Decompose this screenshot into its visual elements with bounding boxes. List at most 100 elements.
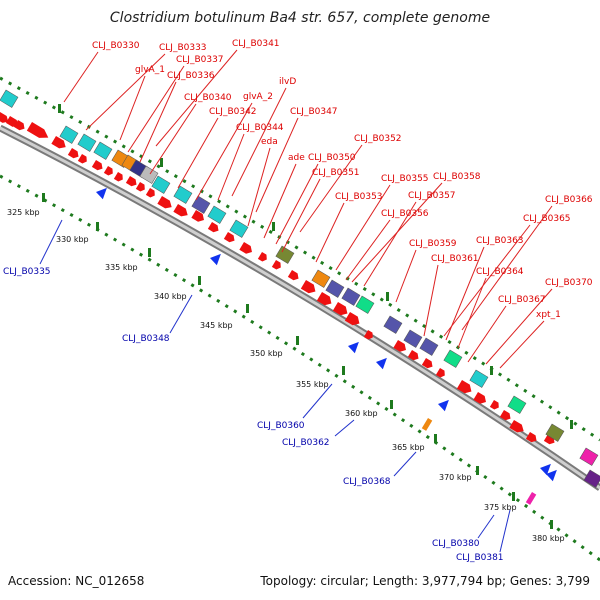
- leader-line: [461, 205, 553, 331]
- feature-box: [151, 175, 171, 194]
- leader-line: [247, 147, 271, 227]
- reverse-gene-arrow: [546, 469, 557, 482]
- gene-label[interactable]: eda: [261, 137, 278, 147]
- gene-label[interactable]: CLJ_B0364: [476, 267, 524, 277]
- reverse-gene-arrow: [376, 357, 387, 370]
- gene-label[interactable]: glvA_1: [135, 65, 165, 75]
- reverse-gene-arrow: [210, 253, 221, 266]
- tick: [42, 193, 45, 202]
- tick: [570, 420, 573, 429]
- leader-line: [299, 144, 363, 233]
- gene-label[interactable]: ilvD: [279, 77, 296, 87]
- leader-line: [63, 51, 99, 103]
- gene-label[interactable]: CLJ_B0361: [431, 254, 479, 264]
- leader-line: [485, 288, 553, 365]
- feature-box: [383, 315, 403, 334]
- gene-label[interactable]: CLJ_B0360: [257, 421, 305, 431]
- forward-gene-arrow: [5, 116, 19, 127]
- gene-label[interactable]: xpt_1: [536, 310, 561, 320]
- gene-label[interactable]: CLJ_B0368: [343, 477, 391, 487]
- leader-line: [477, 514, 495, 539]
- scale-label: 355 kbp: [296, 380, 329, 389]
- leader-line: [334, 419, 355, 437]
- gene-label[interactable]: CLJ_B0359: [409, 239, 457, 249]
- bottom-label-lines: [39, 219, 511, 553]
- gene-label[interactable]: CLJ_B0366: [545, 195, 593, 205]
- gene-label[interactable]: CLJ_B0340: [184, 93, 232, 103]
- scale-label: 325 kbp: [7, 208, 40, 217]
- forward-gene-arrow: [0, 112, 9, 123]
- accession-label: Accession: NC_012658: [8, 574, 145, 588]
- leader-line: [395, 249, 417, 303]
- top-label-lines: [63, 49, 553, 369]
- leader-line: [467, 305, 507, 363]
- scale-label: 375 kbp: [484, 503, 517, 512]
- feature-box: [545, 423, 565, 442]
- topology-summary: Topology: circular; Length: 3,977,794 bp…: [260, 574, 590, 588]
- leader-line: [263, 163, 297, 239]
- gene-label[interactable]: CLJ_B0333: [159, 43, 207, 53]
- forward-gene-arrow: [223, 232, 235, 243]
- feature-boxes: [0, 89, 600, 505]
- feature-box: [173, 185, 193, 204]
- gene-label[interactable]: CLJ_B0341: [232, 39, 280, 49]
- gene-label[interactable]: CLJ_B0355: [381, 174, 429, 184]
- gene-label[interactable]: CLJ_B0348: [122, 334, 170, 344]
- gene-label[interactable]: CLJ_B0347: [290, 107, 338, 117]
- tick: [198, 276, 201, 285]
- gene-label[interactable]: CLJ_B0358: [433, 172, 481, 182]
- forward-gene-arrow: [257, 252, 267, 262]
- scale-label: 380 kbp: [532, 534, 565, 543]
- gene-label[interactable]: CLJ_B0363: [476, 236, 524, 246]
- gene-label[interactable]: CLJ_B0362: [282, 438, 330, 448]
- tick: [550, 520, 553, 529]
- gene-label[interactable]: CLJ_B0357: [408, 191, 456, 201]
- forward-gene-arrow: [393, 340, 406, 352]
- forward-gene-arrow: [157, 196, 172, 209]
- scale-label: 330 kbp: [56, 235, 89, 244]
- leader-line: [335, 184, 391, 271]
- gene-label[interactable]: CLJ_B0330: [92, 41, 140, 51]
- gene-label[interactable]: ade: [288, 153, 305, 163]
- gene-label[interactable]: CLJ_B0352: [354, 134, 402, 144]
- forward-gene-arrow: [300, 280, 316, 294]
- forward-gene-arrow: [421, 358, 433, 369]
- gene-label[interactable]: CLJ_B0335: [3, 267, 51, 277]
- gene-label[interactable]: CLJ_B0351: [312, 168, 360, 178]
- forward-gene-arrow: [191, 210, 204, 222]
- gene-label[interactable]: CLJ_B0353: [335, 192, 383, 202]
- gene-label[interactable]: CLJ_B0342: [209, 107, 257, 117]
- forward-gene-arrow: [145, 188, 155, 198]
- feature-box: [59, 125, 79, 144]
- forward-gene-arrow: [363, 330, 373, 340]
- forward-gene-arrow: [13, 120, 25, 131]
- gene-label[interactable]: CLJ_B0380: [432, 539, 480, 549]
- feature-box: [311, 269, 331, 288]
- forward-gene-arrow: [499, 410, 511, 421]
- leader-line: [177, 117, 219, 189]
- forward-gene-arrow: [287, 270, 299, 281]
- feature-box: [77, 133, 97, 152]
- outer-scale-ticks: [58, 104, 573, 429]
- gene-label[interactable]: CLJ_B0344: [236, 123, 284, 133]
- feature-box: [341, 287, 361, 306]
- forward-gene-arrow: [113, 172, 123, 182]
- reverse-gene-arrow: [96, 187, 107, 200]
- feature-box: [579, 447, 599, 466]
- tick: [272, 222, 275, 231]
- forward-gene-arrow: [435, 368, 445, 378]
- leader-line: [363, 201, 417, 287]
- gene-label[interactable]: CLJ_B0350: [308, 153, 356, 163]
- feature-box: [525, 492, 537, 505]
- gene-label[interactable]: CLJ_B0367: [498, 295, 546, 305]
- gene-label[interactable]: CLJ_B0336: [167, 71, 215, 81]
- gene-label[interactable]: CLJ_B0365: [523, 214, 571, 224]
- gene-label[interactable]: CLJ_B0356: [381, 209, 429, 219]
- gene-label[interactable]: CLJ_B0370: [545, 278, 593, 288]
- gene-label[interactable]: CLJ_B0381: [456, 553, 504, 563]
- feature-box: [507, 395, 527, 414]
- gene-label[interactable]: glvA_2: [243, 92, 273, 102]
- gene-label[interactable]: CLJ_B0337: [176, 55, 224, 65]
- leader-line: [85, 53, 166, 131]
